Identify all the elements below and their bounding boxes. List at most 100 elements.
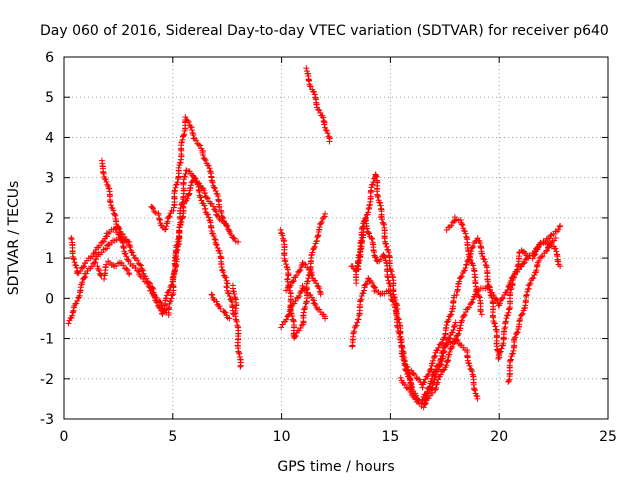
data-point-marker xyxy=(410,370,417,377)
data-point-marker xyxy=(105,185,112,192)
data-point-marker xyxy=(435,361,442,368)
data-point-marker xyxy=(416,376,423,383)
data-point-marker xyxy=(428,375,435,382)
data-point-marker xyxy=(144,280,151,287)
data-point-marker xyxy=(130,252,137,259)
data-point-marker xyxy=(507,357,514,364)
x-tick-label: 20 xyxy=(490,429,508,445)
data-point-marker xyxy=(231,290,238,297)
data-point-marker xyxy=(299,282,306,289)
data-point-marker xyxy=(193,137,200,144)
data-point-marker xyxy=(429,372,436,379)
data-point-marker xyxy=(369,279,376,286)
data-point-marker xyxy=(197,194,204,201)
data-point-marker xyxy=(434,379,441,386)
data-point-marker xyxy=(553,248,560,255)
data-point-marker xyxy=(311,243,318,250)
data-point-marker xyxy=(473,286,480,293)
series-s3 xyxy=(98,157,237,319)
data-point-marker xyxy=(99,238,106,245)
data-point-marker xyxy=(178,201,185,208)
data-point-marker xyxy=(486,283,493,290)
data-point-marker xyxy=(312,277,319,284)
data-point-marker xyxy=(513,266,520,273)
data-point-marker xyxy=(491,319,498,326)
data-point-marker xyxy=(301,286,308,293)
data-point-marker xyxy=(526,253,533,260)
data-point-marker xyxy=(443,322,450,329)
data-point-marker xyxy=(476,293,483,300)
data-point-marker xyxy=(404,364,411,371)
data-point-marker xyxy=(316,306,323,313)
y-tick-label: 6 xyxy=(45,50,54,66)
data-point-marker xyxy=(136,261,143,268)
data-point-marker xyxy=(448,222,455,229)
data-point-marker xyxy=(441,334,448,341)
data-point-marker xyxy=(213,241,220,248)
data-point-marker xyxy=(545,235,552,242)
data-point-marker xyxy=(204,211,211,218)
data-point-marker xyxy=(453,292,460,299)
data-point-marker xyxy=(95,266,102,273)
series-s17 xyxy=(419,335,481,403)
data-point-marker xyxy=(376,199,383,206)
data-point-marker xyxy=(372,254,379,261)
data-point-marker xyxy=(469,244,476,251)
data-point-marker xyxy=(153,294,160,301)
data-point-marker xyxy=(156,217,163,224)
data-point-marker xyxy=(152,209,159,216)
grid-lines xyxy=(64,57,608,419)
data-point-marker xyxy=(400,349,407,356)
x-tick-label: 0 xyxy=(60,429,69,445)
data-point-marker xyxy=(545,243,552,250)
data-point-marker xyxy=(220,269,227,276)
data-point-marker xyxy=(163,292,170,299)
data-point-marker xyxy=(535,244,542,251)
x-tick-label: 15 xyxy=(381,429,399,445)
data-point-marker xyxy=(219,214,226,221)
data-point-marker xyxy=(292,332,299,339)
data-point-marker xyxy=(166,298,173,305)
data-point-marker xyxy=(453,336,460,343)
data-point-marker xyxy=(380,220,387,227)
data-point-marker xyxy=(174,238,181,245)
data-point-marker xyxy=(308,272,315,279)
data-point-marker xyxy=(477,239,484,246)
data-point-marker xyxy=(111,211,118,218)
data-point-marker xyxy=(531,251,538,258)
data-point-marker xyxy=(466,253,473,260)
data-point-marker xyxy=(365,275,372,282)
data-point-marker xyxy=(293,272,300,279)
data-point-marker xyxy=(458,221,465,228)
data-point-marker xyxy=(74,297,81,304)
data-point-marker xyxy=(523,291,530,298)
data-point-marker xyxy=(527,280,534,287)
data-point-marker xyxy=(468,299,475,306)
data-point-marker xyxy=(507,356,514,363)
data-point-marker xyxy=(399,344,406,351)
data-point-marker xyxy=(180,132,187,139)
data-point-marker xyxy=(108,202,115,209)
data-point-marker xyxy=(356,249,363,256)
data-point-marker xyxy=(530,274,537,281)
data-point-marker xyxy=(187,123,194,130)
data-point-marker xyxy=(458,273,465,280)
data-point-marker xyxy=(359,290,366,297)
data-point-marker xyxy=(482,258,489,265)
data-point-marker xyxy=(520,260,527,267)
data-point-marker xyxy=(437,356,444,363)
series-s6 xyxy=(208,291,233,322)
data-point-marker xyxy=(92,256,99,263)
data-point-marker xyxy=(377,200,384,207)
data-point-marker xyxy=(455,330,462,337)
data-point-marker xyxy=(355,252,362,259)
data-point-marker xyxy=(372,284,379,291)
data-point-marker xyxy=(532,251,539,258)
data-point-marker xyxy=(413,374,420,381)
data-point-marker xyxy=(163,295,170,302)
data-point-marker xyxy=(522,256,529,263)
data-point-marker xyxy=(211,184,218,191)
data-point-marker xyxy=(471,387,478,394)
data-point-marker xyxy=(101,275,108,282)
